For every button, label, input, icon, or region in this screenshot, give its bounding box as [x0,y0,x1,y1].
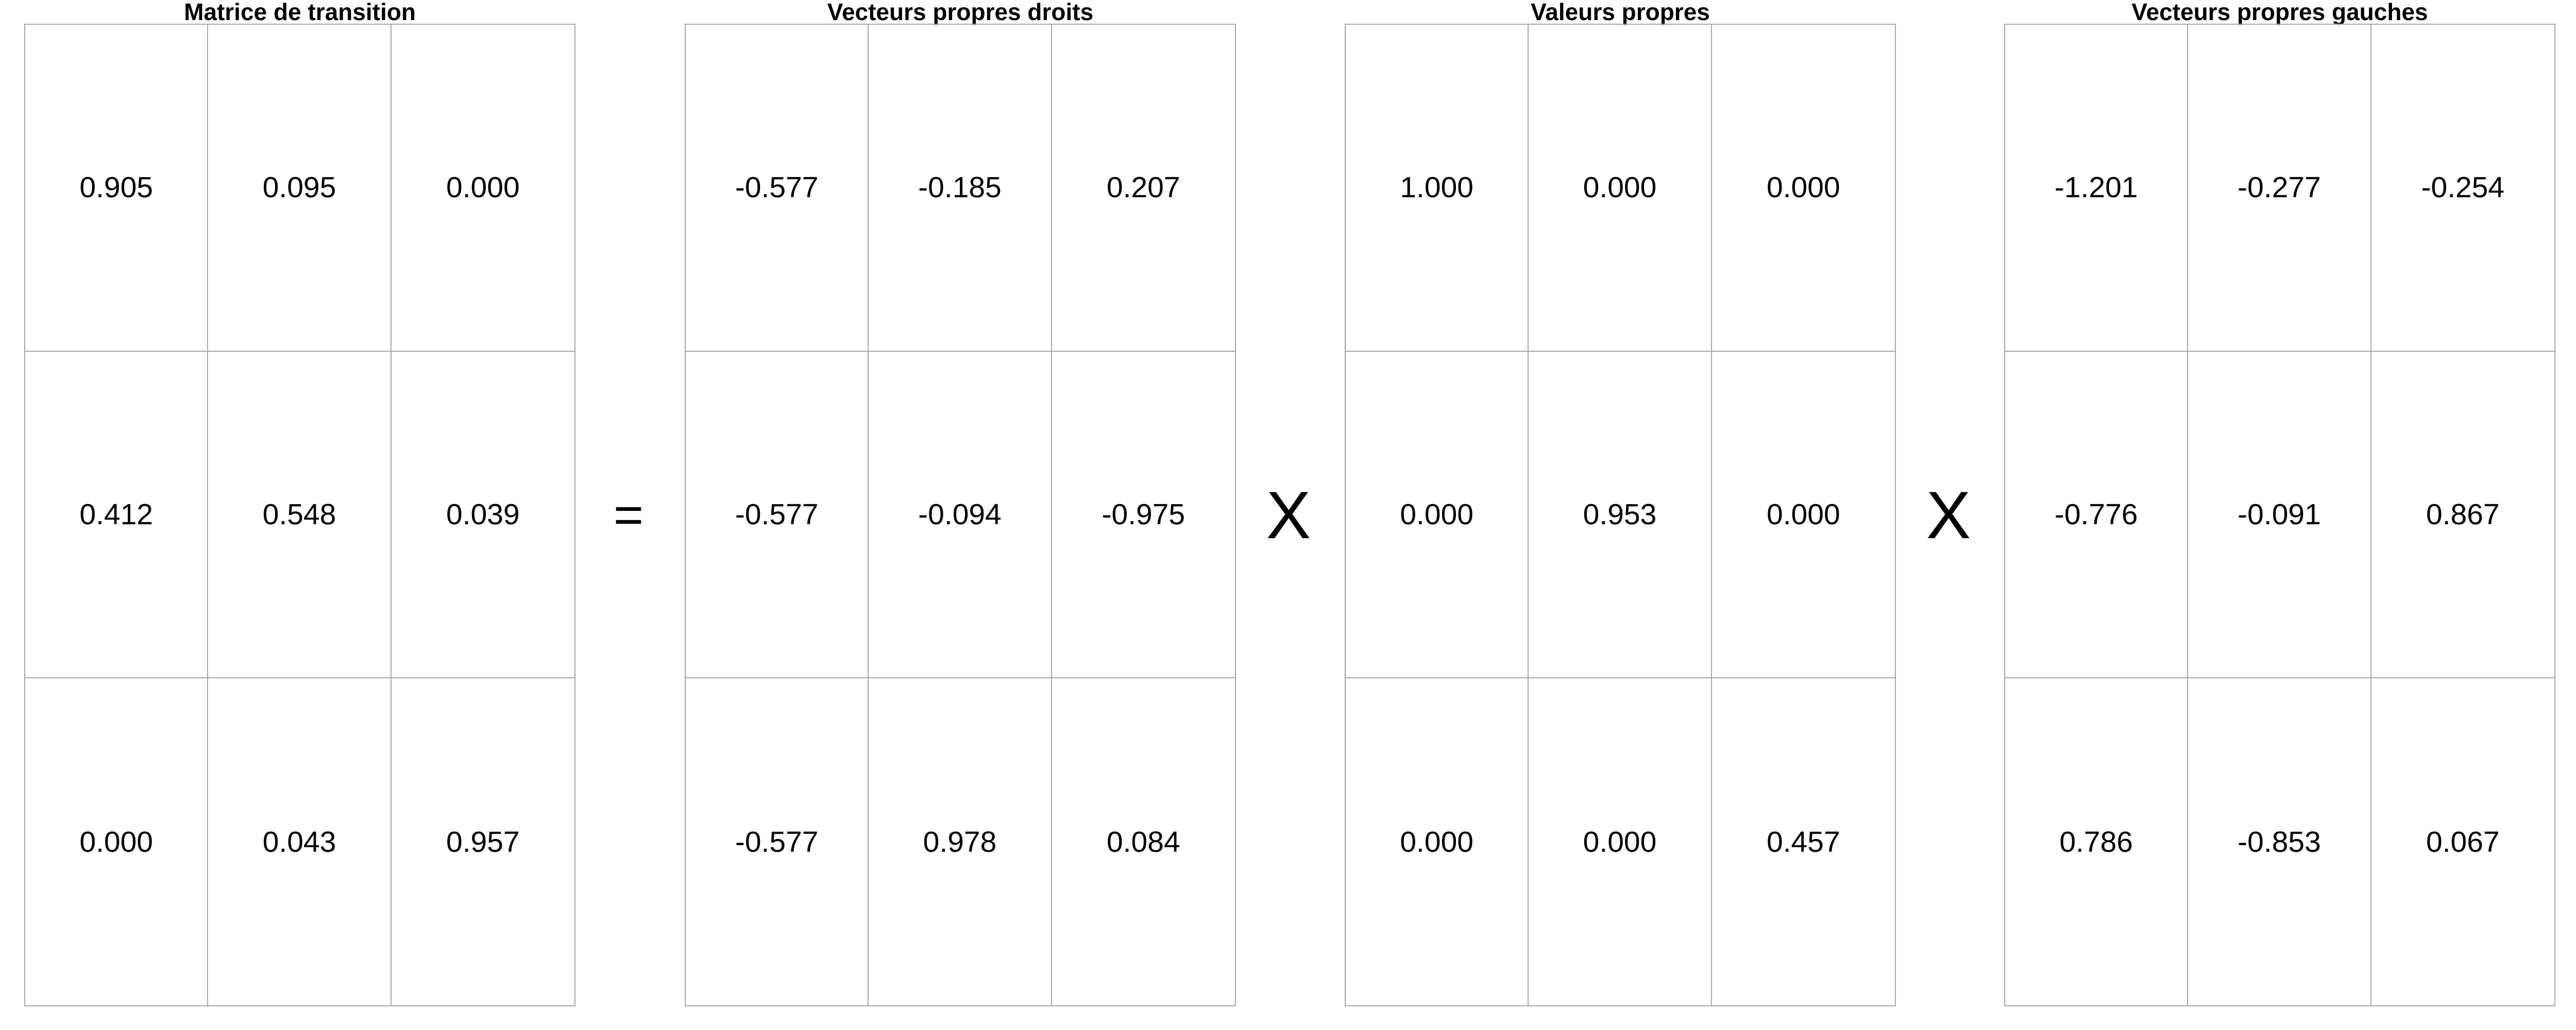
transition-matrix-panel: Matrice de transition 0.905 0.095 0.000 … [24,0,575,1009]
matrix-cell: 0.000 [25,678,209,1005]
matrix-cell: 0.786 [2005,678,2189,1005]
matrix-cell: -0.091 [2188,351,2371,679]
multiply-sign: X [1266,477,1311,553]
matrix-cell: -0.853 [2188,678,2371,1005]
matrix-cell: 0.000 [1711,352,1895,679]
matrix-cell: 0.207 [1052,25,1235,352]
matrix-cell: 0.067 [2426,825,2500,859]
matrix-cell: 0.095 [208,25,392,352]
right-eigenvectors-title: Vecteurs propres droits [827,0,1094,25]
matrix-cell: 0.867 [2371,352,2554,679]
matrix-cell: 0.043 [208,678,392,1005]
matrix-cell: 0.039 [391,352,574,679]
matrix-cell: -0.577 [686,351,869,679]
right-eigenvectors-panel: Vecteurs propres droits -0.577 -0.185 0.… [685,0,1236,1009]
transition-matrix-grid: 0.905 0.095 0.000 0.412 0.548 0.039 0.00… [24,24,575,1006]
matrix-cell: 0.000 [1711,25,1895,352]
equals-sign: = [613,486,644,544]
matrix-cell: -0.975 [1052,352,1235,679]
matrix-cell: 0.000 [1346,678,1529,1005]
matrix-cell: 1.000 [1346,25,1529,352]
matrix-cell: 0.412 [25,351,209,679]
multiply-sign: X [1926,477,1971,553]
matrix-cell: 0.000 [1346,351,1529,679]
matrix-cell: -0.185 [869,25,1052,352]
right-eigenvectors-grid: -0.577 -0.185 0.207 -0.577 -0.094 -0.975… [685,24,1236,1006]
matrix-cell: 0.457 [1767,825,1840,859]
matrix-cell: 0.978 [869,678,1052,1005]
matrix-cell: 0.000 [1529,25,1712,352]
transition-matrix-title: Matrice de transition [184,0,416,25]
matrix-cell: -0.277 [2188,25,2371,352]
matrix-cell: -0.094 [869,351,1052,679]
matrix-cell: 0.000 [391,25,574,352]
matrix-cell: 0.953 [1529,351,1712,679]
matrix-cell: -1.201 [2005,25,2189,352]
matrix-cell: 0.000 [1529,678,1712,1005]
matrix-cell: -0.577 [686,678,869,1005]
matrix-cell: -0.577 [686,25,869,352]
matrix-cell: 0.905 [25,25,209,352]
matrix-cell: 0.548 [208,351,392,679]
left-eigenvectors-panel: Vecteurs propres gauches -1.201 -0.277 -… [2004,0,2555,1009]
matrix-cell: 0.957 [446,825,520,859]
matrix-cell: 0.084 [1107,825,1180,859]
matrix-cell: -0.776 [2005,351,2189,679]
eigenvalues-grid: 1.000 0.000 0.000 0.000 0.953 0.000 0.00… [1345,24,1896,1006]
left-eigenvectors-grid: -1.201 -0.277 -0.254 -0.776 -0.091 0.867… [2004,24,2555,1006]
left-eigenvectors-title: Vecteurs propres gauches [2131,0,2428,25]
eigenvalues-title: Valeurs propres [1531,0,1710,25]
eigenvalues-panel: Valeurs propres 1.000 0.000 0.000 0.000 … [1345,0,1896,1009]
matrix-cell: -0.254 [2371,25,2554,352]
